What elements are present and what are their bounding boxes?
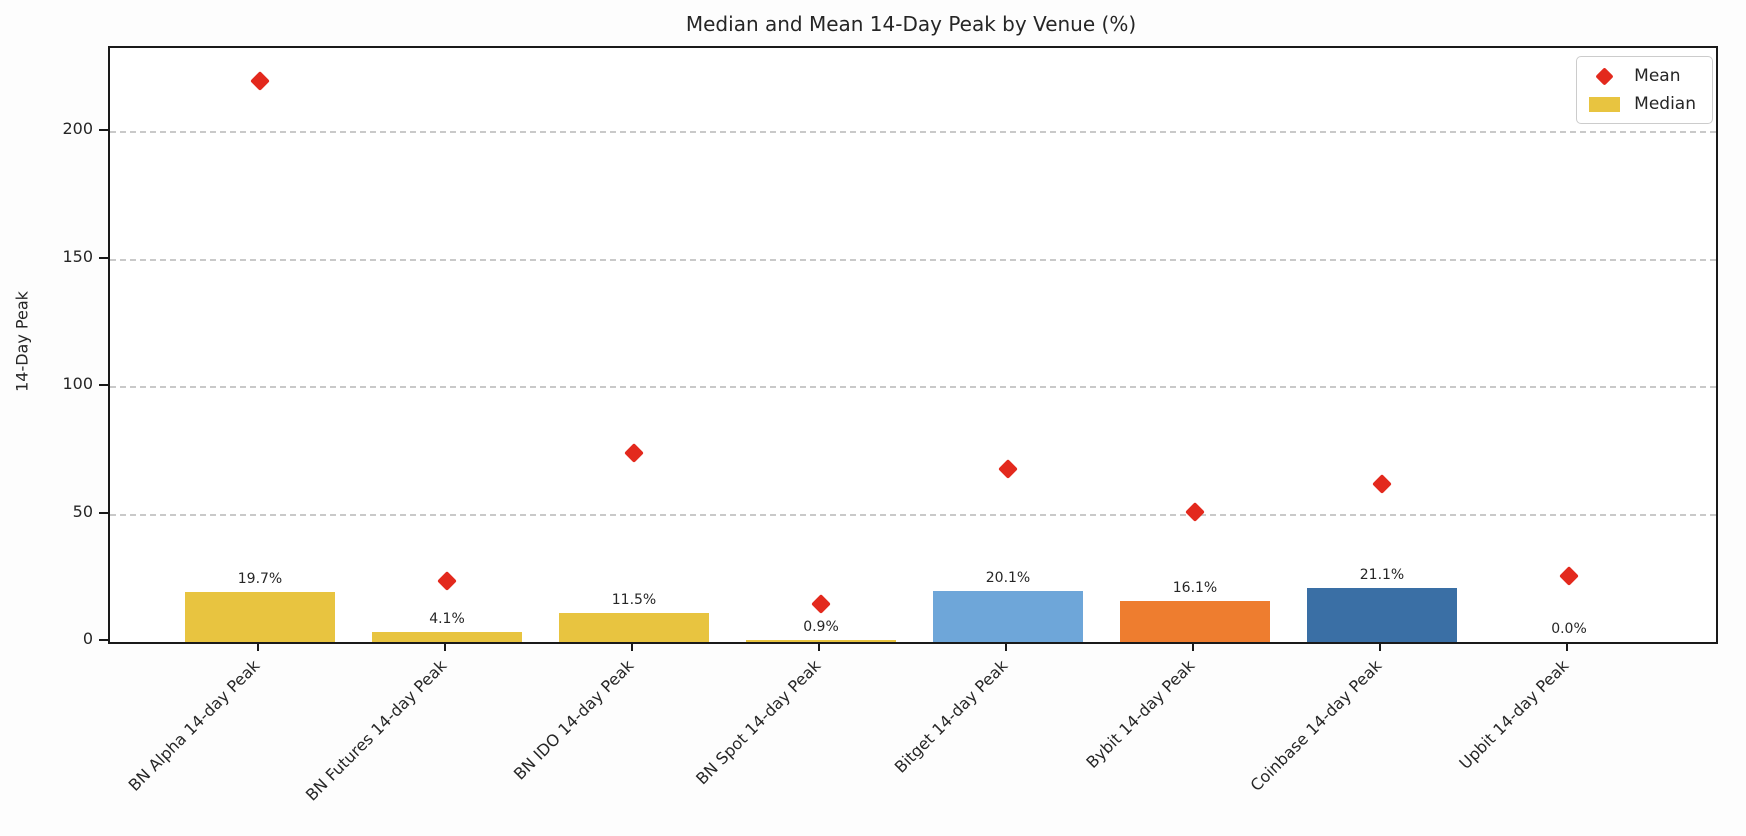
x-tick [1192,642,1194,651]
x-tick [1005,642,1007,651]
bar-value-label: 11.5% [611,591,657,608]
bar-value-label: 4.1% [429,610,465,627]
x-tick-label: BN Spot 14-day Peak [692,656,979,788]
y-tick-label: 50 [72,501,93,521]
y-tick [99,384,108,387]
y-tick-label: 100 [62,374,93,394]
y-tick [99,511,108,514]
bar-value-label: 21.1% [1359,567,1405,584]
x-tick-label-text: BN Futures 14-day Peak [301,656,451,805]
bar-value-label: 16.1% [1172,579,1218,596]
bar [746,639,896,642]
gridline [110,513,1716,516]
x-tick [818,642,820,651]
plot-area: 19.7% 4.1% 11.5% 0.9% 20.1% 16.1% 21.1% 0.0% [108,46,1718,644]
bar [559,612,709,642]
x-tick [257,642,259,651]
bar [185,591,335,642]
mean-diamond-marker [624,443,644,464]
mean-diamond-icon [1595,66,1614,86]
x-tick [1566,642,1568,651]
y-tick-label: 200 [62,119,93,139]
mean-diamond-marker [437,570,457,591]
legend-label-mean: Mean [1634,66,1681,86]
x-tick-label: BN Alpha 14-day Peak [125,656,427,795]
x-tick [1379,642,1381,651]
x-tick-label: BN Futures 14-day Peak [302,656,628,805]
mean-diamond-marker [1372,474,1392,494]
y-axis-label: 14-Day Peak [12,291,32,392]
median-swatch-icon [1589,96,1621,112]
y-tick [99,639,108,641]
bar [933,590,1083,642]
x-tick-label: BN IDO 14-day Peak [510,656,785,784]
legend-item-mean: Mean [1589,66,1696,86]
x-tick [631,642,633,651]
mean-diamond-marker [250,71,270,92]
bar-value-label: 20.1% [985,569,1031,586]
x-tick-label: Coinbase 14-day Peak [1247,656,1549,795]
bar [1307,588,1457,642]
legend-label-median: Median [1634,94,1696,114]
x-tick-label-text: Coinbase 14-day Peak [1246,656,1386,795]
gridline [110,131,1716,134]
x-tick-label: Upbit 14-day Peak [1455,656,1705,773]
bar-value-label: 0.0% [1551,621,1587,637]
y-tick-label: 150 [62,246,93,266]
x-tick [444,642,446,651]
mean-diamond-marker [1185,502,1205,522]
x-tick-label-text: BN IDO 14-day Peak [509,656,638,784]
bar-value-label: 19.7% [237,570,283,587]
legend: Mean Median [1576,56,1713,124]
x-tick-label-text: BN Alpha 14-day Peak [124,656,264,795]
x-tick-label: Bybit 14-day Peak [1082,656,1330,772]
bar [372,631,522,642]
legend-item-median: Median [1589,94,1696,114]
x-tick-label-text: BN Spot 14-day Peak [692,656,825,789]
y-tick [99,256,108,259]
x-tick-label: Bitget 14-day Peak [891,656,1150,777]
mean-diamond-marker [1559,565,1579,586]
chart-title: Median and Mean 14-Day Peak by Venue (%) [685,12,1137,36]
bar [1120,600,1270,642]
gridline [110,258,1716,261]
mean-diamond-marker [998,458,1018,479]
y-tick [99,129,108,132]
bar-value-label: 0.9% [803,618,839,635]
y-tick-label: 0 [82,629,93,648]
gridline [110,386,1716,389]
mean-diamond-marker [811,593,831,614]
